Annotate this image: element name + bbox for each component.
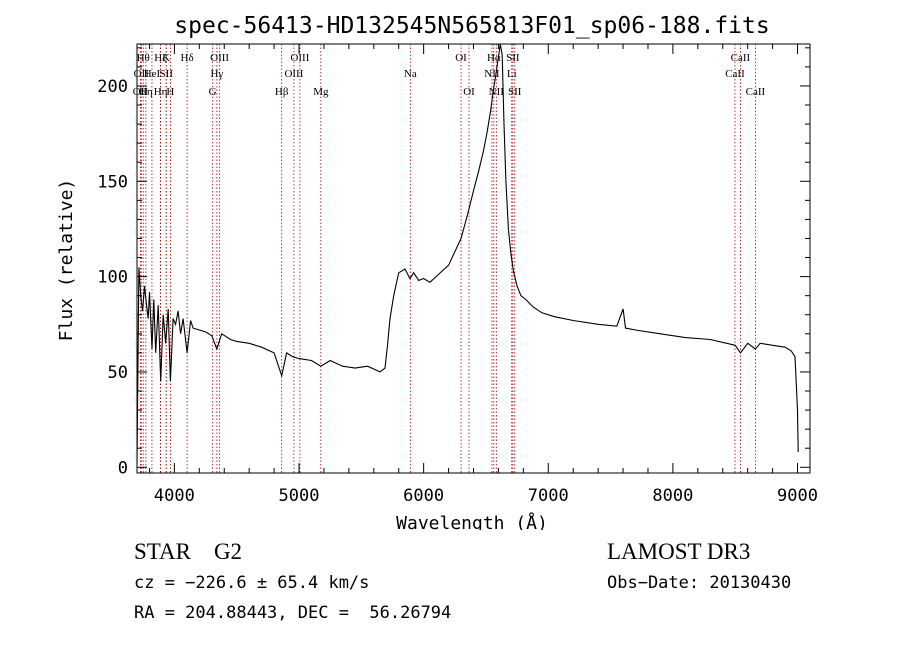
x-tick-label-6000: 6000 [403, 486, 444, 506]
line-label-21: NII [484, 68, 500, 80]
line-label-29: CaII [746, 86, 766, 98]
x-axis: 4000 5000 6000 7000 8000 9000 [148, 44, 818, 506]
y-tick-label-0: 0 [118, 458, 128, 478]
line-label-6: Hη [154, 86, 168, 98]
x-axis-label: Wavelength (Å) [396, 512, 548, 530]
coordinates: RA = 204.88443, DEC = 56.26794 [134, 603, 452, 623]
spectrum-line [136, 43, 799, 464]
redshift-velocity: cz = −226.6 ± 65.4 km/s [134, 573, 370, 593]
line-label-2: Hθ [137, 52, 150, 64]
line-label-16: OIII [290, 52, 309, 64]
spectrum-chart: spec-56413-HD132545N565813F01_sp06-188.f… [56, 13, 818, 530]
line-label-25: SII [506, 52, 520, 64]
line-label-19: OI [455, 52, 467, 64]
line-label-23: NII [489, 86, 505, 98]
line-label-13: OIII [210, 52, 229, 64]
line-label-11: G [209, 86, 217, 98]
line-label-17: Mg [313, 86, 329, 98]
line-label-9: H [166, 86, 174, 98]
chart-title: spec-56413-HD132545N565813F01_sp06-188.f… [174, 13, 769, 39]
line-label-12: Hγ [210, 68, 223, 80]
line-label-3: Hη [139, 86, 153, 98]
line-label-7: K [162, 52, 170, 64]
x-tick-label-9000: 9000 [777, 486, 818, 506]
line-label-20: OI [463, 86, 475, 98]
line-label-28: CaII [731, 52, 751, 64]
plot-frame [136, 43, 811, 474]
line-label-18: Na [404, 68, 417, 80]
x-tick-label-7000: 7000 [528, 486, 569, 506]
y-axis-label: Flux (relative) [56, 179, 77, 342]
spectral-line-markers [139, 44, 756, 473]
line-label-27: CaII [725, 68, 745, 80]
line-label-26: SII [508, 86, 522, 98]
y-tick-label-150: 150 [97, 172, 128, 192]
line-label-15: OIII [284, 68, 303, 80]
line-label-24: Li [507, 68, 517, 80]
line-label-5: Hζ [154, 52, 167, 64]
spectral-line-labels: OIIOIIHθHηHeIHζHηKSIIHHδGHγOIIIHβOIIIOII… [133, 52, 766, 98]
y-tick-label-50: 50 [108, 363, 128, 383]
survey-name: LAMOST DR3 [607, 539, 751, 564]
y-axis: 0 50 100 150 200 [97, 47, 810, 478]
x-tick-label-8000: 8000 [652, 486, 693, 506]
line-label-10: Hδ [181, 52, 194, 64]
observation-date: Obs−Date: 20130430 [607, 573, 792, 593]
line-label-8: SII [160, 68, 174, 80]
line-label-14: Hβ [275, 86, 289, 98]
object-class: STAR G2 [134, 539, 243, 564]
line-label-4: HeI [144, 68, 161, 80]
y-tick-label-200: 200 [97, 77, 128, 97]
x-tick-label-5000: 5000 [279, 486, 320, 506]
x-tick-label-4000: 4000 [154, 486, 195, 506]
y-tick-label-100: 100 [97, 268, 128, 288]
